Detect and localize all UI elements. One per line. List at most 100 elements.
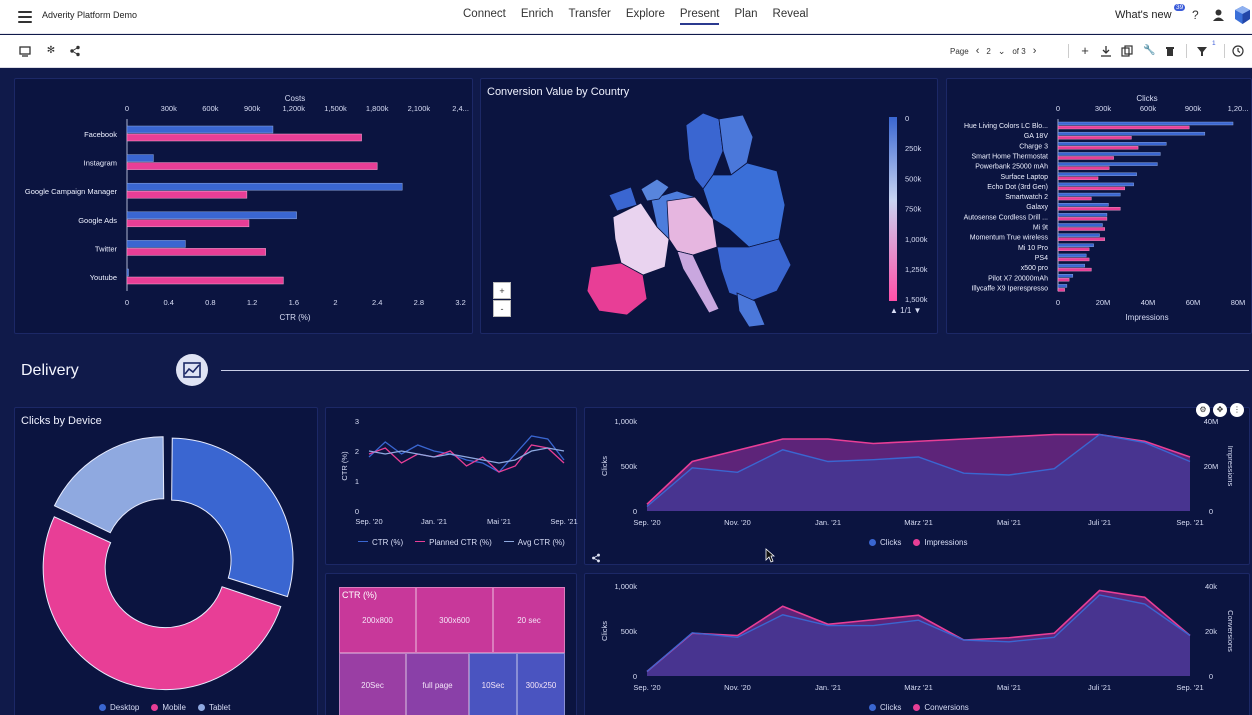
nav-connect[interactable]: Connect xyxy=(463,8,506,20)
page-total: of 3 xyxy=(1012,46,1026,56)
legend-mobile[interactable]: Mobile xyxy=(151,703,186,712)
tick-label: Jan. '21 xyxy=(421,517,447,526)
map-title: Conversion Value by Country xyxy=(487,86,630,98)
treemap-cell[interactable]: 20 sec xyxy=(493,587,565,653)
zoom-out-button[interactable]: - xyxy=(493,300,511,317)
download-icon[interactable] xyxy=(1100,45,1112,57)
clock-icon[interactable] xyxy=(1232,45,1244,57)
tick-label: 1,800k xyxy=(366,104,389,113)
line-clicks xyxy=(646,594,1191,673)
tick-label: 0 xyxy=(125,298,129,307)
legend-desktop[interactable]: Desktop xyxy=(99,703,139,712)
bar-impressions xyxy=(1057,176,1099,180)
nav-explore[interactable]: Explore xyxy=(625,8,665,20)
device-card: Clicks by Device Desktop Mobile Tablet xyxy=(14,407,318,715)
cost-ctr-chart: Costs 0 300k 600k 900k 1,200k 1,500k 1,800k 2,10… xyxy=(25,94,469,322)
move-icon[interactable]: ✥ xyxy=(1213,403,1227,417)
axis-title: Clicks xyxy=(600,621,609,641)
category-label: Mi 10 Pro xyxy=(1018,245,1048,252)
snowflake-icon[interactable]: ✻ xyxy=(46,45,56,56)
tick-label: 1,200k xyxy=(283,104,306,113)
user-icon[interactable] xyxy=(1213,9,1224,21)
category-label: Smart Home Thermostat xyxy=(971,153,1048,160)
tick-label: 3.2 xyxy=(455,298,465,307)
filter-icon[interactable] xyxy=(1196,45,1208,57)
filter-count: 1 xyxy=(1212,40,1216,47)
bar-clicks xyxy=(1057,192,1121,197)
monitor-icon[interactable] xyxy=(19,45,31,57)
tick-label: Mai '21 xyxy=(997,683,1021,692)
bar-ctr xyxy=(126,248,266,256)
zoom-in-button[interactable]: + xyxy=(493,282,511,299)
tick-label: 0 xyxy=(355,507,359,516)
chevron-right-icon[interactable]: › xyxy=(1032,45,1037,57)
category-label: Powerbank 25000 mAh xyxy=(975,164,1048,171)
page-label: Page xyxy=(950,46,969,56)
legend-conversions[interactable]: Conversions xyxy=(913,703,969,712)
section-divider xyxy=(221,370,1249,371)
wrench-icon[interactable]: 🔧 xyxy=(1143,45,1156,56)
delete-icon[interactable] xyxy=(1164,45,1176,57)
country-shape xyxy=(608,186,638,212)
treemap-cell[interactable]: 20Sec xyxy=(339,653,406,715)
tick-label: 0.4 xyxy=(163,298,173,307)
axis-title: CTR (%) xyxy=(340,451,349,481)
nav-enrich[interactable]: Enrich xyxy=(520,8,554,20)
tick-label: 0 xyxy=(1209,672,1213,681)
pager: Page ‹ 2 ⌄ of 3 › xyxy=(950,45,1036,57)
nav-transfer[interactable]: Transfer xyxy=(568,8,611,20)
legend-clicks[interactable]: Clicks xyxy=(869,538,901,547)
cursor-icon xyxy=(765,548,775,563)
whats-new-link[interactable]: What's new xyxy=(1115,9,1172,21)
device-donut xyxy=(42,436,294,691)
bar-costs xyxy=(126,211,297,220)
legend-avg-ctr[interactable]: Avg CTR (%) xyxy=(503,538,565,547)
tick-label: 40M xyxy=(1204,417,1219,426)
copy-icon[interactable] xyxy=(1121,45,1133,57)
logo-icon xyxy=(1235,6,1250,24)
legend-impressions[interactable]: Impressions xyxy=(913,538,967,547)
tick-label: 0 xyxy=(1056,104,1060,113)
share-icon[interactable] xyxy=(591,553,601,563)
trend-icon[interactable] xyxy=(176,354,208,386)
nav-plan[interactable]: Plan xyxy=(734,8,758,20)
axis-title: Costs xyxy=(285,94,305,103)
treemap-cell[interactable]: 300x250 xyxy=(517,653,565,715)
share-icon[interactable] xyxy=(69,45,81,57)
bar-impressions xyxy=(1057,135,1132,140)
bar-impressions xyxy=(1057,288,1065,292)
nav-present[interactable]: Present xyxy=(679,8,720,25)
country-shape xyxy=(612,202,670,276)
card-actions: ⚙ ✥ ⋮ xyxy=(1196,403,1244,417)
category-label: Galaxy xyxy=(1026,204,1048,211)
page-current[interactable]: 2 xyxy=(986,46,991,56)
legend-clicks[interactable]: Clicks xyxy=(869,703,901,712)
tick-label: 300k xyxy=(1095,104,1112,113)
bar-impressions xyxy=(1057,247,1090,252)
legend-ctr[interactable]: CTR (%) xyxy=(358,538,403,547)
treemap-cell[interactable]: 200x800 xyxy=(339,587,416,653)
chevron-left-icon[interactable]: ‹ xyxy=(975,45,980,57)
bar-costs xyxy=(126,125,274,134)
nav-reveal[interactable]: Reveal xyxy=(772,8,809,20)
bar-impressions xyxy=(1057,196,1092,201)
tick-label: 0 xyxy=(633,672,637,681)
treemap-cell[interactable]: 300x600 xyxy=(416,587,493,653)
tick-label: 20M xyxy=(1096,298,1111,307)
ctr-legend: CTR (%) Planned CTR (%) Avg CTR (%) xyxy=(358,538,565,547)
plus-icon[interactable]: + xyxy=(1081,43,1089,58)
tick-label: 0 xyxy=(1056,298,1060,307)
europe-map[interactable]: 0 250k 500k 750k 1,000k 1,250k 1,500k ▲ 1/1 ▼ xyxy=(481,79,939,335)
tick-label: Sep. '21 xyxy=(1176,518,1203,527)
legend-tablet[interactable]: Tablet xyxy=(197,703,230,712)
legend-tick: 1,000k xyxy=(905,235,928,244)
treemap-cell[interactable]: full page xyxy=(406,653,469,715)
legend-planned-ctr[interactable]: Planned CTR (%) xyxy=(415,538,492,547)
more-icon[interactable]: ⋮ xyxy=(1230,403,1244,417)
help-icon[interactable]: ? xyxy=(1192,8,1199,22)
chevron-down-icon[interactable]: ⌄ xyxy=(997,45,1006,56)
treemap-cell[interactable]: 10Sec xyxy=(469,653,517,715)
menu-icon[interactable] xyxy=(18,11,32,23)
category-label: Echo Dot (3rd Gen) xyxy=(987,184,1048,191)
settings-icon[interactable]: ⚙ xyxy=(1196,403,1210,417)
